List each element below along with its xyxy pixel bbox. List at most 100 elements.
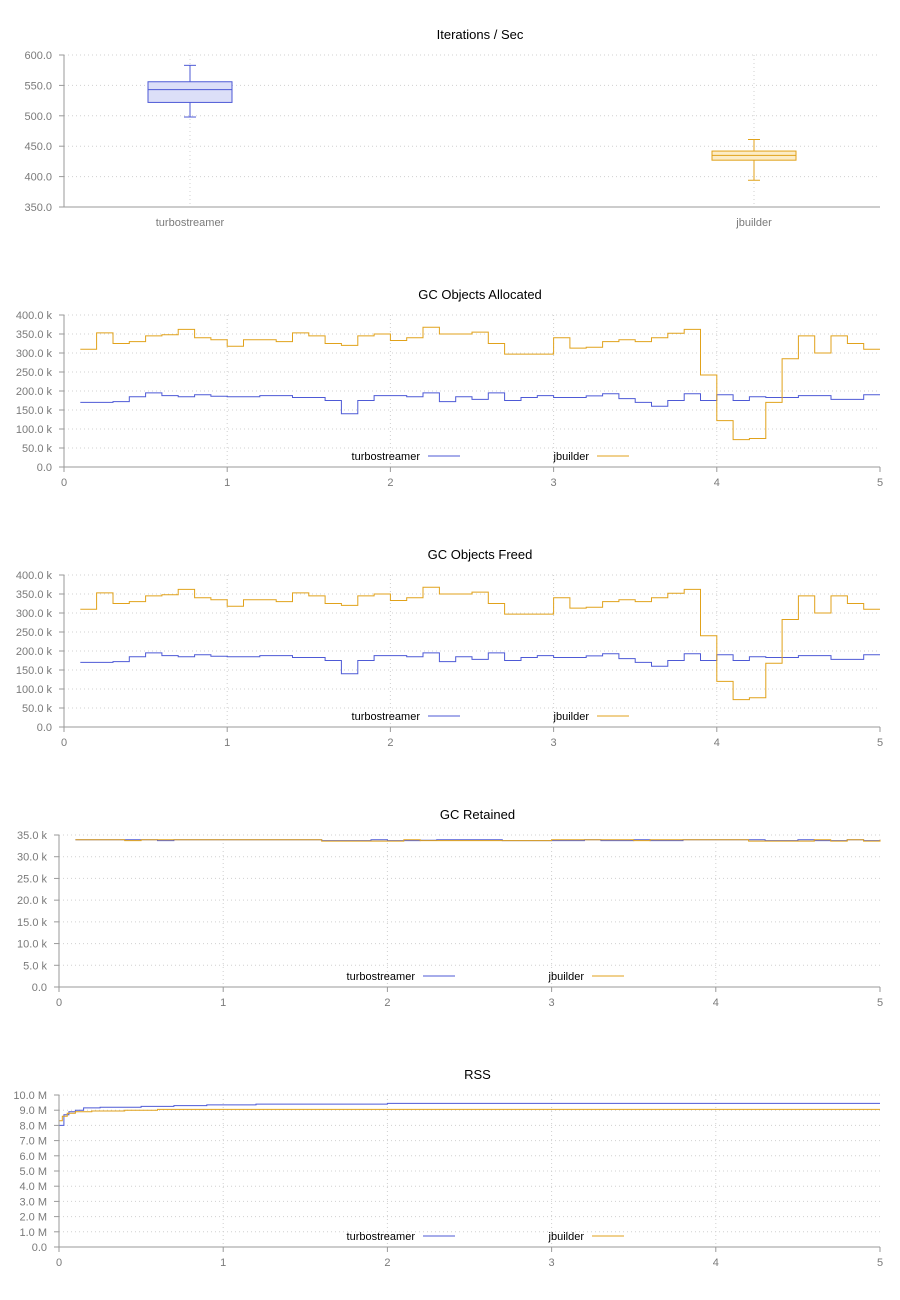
y-tick-label: 25.0 k [17, 873, 47, 885]
y-tick-label: 50.0 k [22, 443, 52, 455]
series-line-jbuilder [59, 1108, 880, 1122]
y-tick-label: 150.0 k [16, 665, 53, 677]
x-tick-label: 2 [384, 1257, 390, 1269]
x-tick-label: 3 [551, 477, 557, 489]
series-line-turbostreamer [59, 1102, 880, 1126]
plot-group: RSS 0.0 1.0 M 2.0 M 3.0 M 4.0 M 5.0 M 6.0 M 7.0 … [13, 1067, 883, 1269]
y-tick-label: 350.0 [24, 202, 52, 214]
y-tick-label: 100.0 k [16, 424, 53, 436]
x-tick-label: 4 [714, 737, 720, 749]
chart-svg: Iterations / Sec 350.0 400.0 450.0 500.0 550.… [24, 27, 880, 229]
y-tick-label: 3.0 M [19, 1196, 47, 1208]
chart-svg: GC Objects Allocated 0.0 50.0 k 100.0 k 150.… [16, 287, 883, 489]
y-tick-label: 350.0 k [16, 329, 53, 341]
legend-label-turbostreamer: turbostreamer [352, 711, 421, 723]
y-tick-label: 250.0 k [16, 367, 53, 379]
x-tick-label: 3 [549, 997, 555, 1009]
y-tick-label: 10.0 k [17, 939, 47, 951]
x-tick-label: 3 [551, 737, 557, 749]
y-tick-label: 200.0 k [16, 646, 53, 658]
legend-label-jbuilder: jbuilder [553, 451, 590, 463]
box-rect-turbostreamer [147, 81, 233, 103]
y-tick-label: 7.0 M [19, 1136, 47, 1148]
y-tick-label: 5.0 k [23, 960, 47, 972]
category-label: turbostreamer [156, 217, 225, 229]
x-tick-label: 0 [56, 997, 62, 1009]
chart-title: GC Objects Allocated [418, 287, 542, 302]
x-tick-label: 5 [877, 1257, 883, 1269]
y-tick-label: 8.0 M [19, 1120, 47, 1132]
y-tick-label: 0.0 [37, 462, 52, 474]
y-tick-label: 500.0 [24, 111, 52, 123]
legend-label-jbuilder: jbuilder [548, 971, 585, 983]
legend-label-jbuilder: jbuilder [553, 711, 590, 723]
series-line-jbuilder [80, 586, 880, 701]
x-tick-label: 5 [877, 737, 883, 749]
chart-iterations-per-sec: Iterations / Sec 350.0 400.0 450.0 500.0 550.… [0, 0, 900, 260]
y-tick-label: 450.0 [24, 141, 52, 153]
chart-svg: GC Retained 0.0 5.0 k 10.0 k 15.0 k 20.0 k 25.… [17, 807, 883, 1009]
y-tick-label: 20.0 k [17, 895, 47, 907]
y-tick-label: 0.0 [32, 1242, 47, 1254]
y-tick-label: 250.0 k [16, 627, 53, 639]
y-tick-label: 100.0 k [16, 684, 53, 696]
x-tick-label: 1 [224, 737, 230, 749]
x-tick-label: 5 [877, 477, 883, 489]
x-tick-label: 4 [713, 1257, 719, 1269]
y-tick-label: 550.0 [24, 80, 52, 92]
y-tick-label: 2.0 M [19, 1212, 47, 1224]
series-line-jbuilder [80, 326, 880, 441]
plot-group: Iterations / Sec 350.0 400.0 450.0 500.0 550.… [24, 27, 880, 229]
chart-title: RSS [464, 1067, 491, 1082]
y-tick-label: 35.0 k [17, 830, 47, 842]
y-tick-label: 5.0 M [19, 1166, 47, 1178]
x-tick-label: 1 [220, 997, 226, 1009]
legend-label-jbuilder: jbuilder [548, 1231, 585, 1243]
category-label: jbuilder [735, 217, 772, 229]
y-tick-label: 4.0 M [19, 1181, 47, 1193]
x-tick-label: 2 [384, 997, 390, 1009]
y-tick-label: 10.0 M [13, 1090, 47, 1102]
x-tick-label: 3 [549, 1257, 555, 1269]
series-line-turbostreamer [80, 652, 880, 675]
x-tick-label: 1 [220, 1257, 226, 1269]
x-tick-label: 4 [714, 477, 720, 489]
y-tick-label: 6.0 M [19, 1151, 47, 1163]
y-tick-label: 0.0 [37, 722, 52, 734]
x-tick-label: 2 [387, 477, 393, 489]
chart-gc-retained: GC Retained 0.0 5.0 k 10.0 k 15.0 k 20.0 k 25.… [0, 780, 900, 1040]
chart-title: GC Retained [440, 807, 515, 822]
y-tick-label: 200.0 k [16, 386, 53, 398]
x-tick-label: 1 [224, 477, 230, 489]
x-tick-label: 0 [61, 737, 67, 749]
y-tick-label: 150.0 k [16, 405, 53, 417]
series-line-turbostreamer [80, 392, 880, 415]
y-tick-label: 400.0 k [16, 310, 53, 322]
legend-label-turbostreamer: turbostreamer [347, 1231, 416, 1243]
y-tick-label: 350.0 k [16, 589, 53, 601]
chart-svg: GC Objects Freed 0.0 50.0 k 100.0 k 150.0 k 2… [16, 547, 883, 749]
y-tick-label: 0.0 [32, 982, 47, 994]
x-tick-label: 4 [713, 997, 719, 1009]
chart-title: Iterations / Sec [437, 27, 524, 42]
series-line-jbuilder [75, 839, 881, 842]
chart-title: GC Objects Freed [428, 547, 533, 562]
chart-gc-objects-allocated: GC Objects Allocated 0.0 50.0 k 100.0 k 150.… [0, 260, 900, 520]
y-tick-label: 300.0 k [16, 608, 53, 620]
y-tick-label: 400.0 k [16, 570, 53, 582]
y-tick-label: 15.0 k [17, 917, 47, 929]
x-tick-label: 2 [387, 737, 393, 749]
y-tick-label: 300.0 k [16, 348, 53, 360]
y-tick-label: 1.0 M [19, 1227, 47, 1239]
plot-group: GC Objects Freed 0.0 50.0 k 100.0 k 150.0 k 2… [16, 547, 883, 749]
chart-gc-objects-freed: GC Objects Freed 0.0 50.0 k 100.0 k 150.0 k 2… [0, 520, 900, 780]
y-tick-label: 400.0 [24, 172, 52, 184]
x-tick-label: 0 [61, 477, 67, 489]
y-tick-label: 600.0 [24, 50, 52, 62]
plot-group: GC Retained 0.0 5.0 k 10.0 k 15.0 k 20.0 k 25.… [17, 807, 883, 1009]
x-tick-label: 5 [877, 997, 883, 1009]
y-tick-label: 50.0 k [22, 703, 52, 715]
legend-label-turbostreamer: turbostreamer [347, 971, 416, 983]
y-tick-label: 30.0 k [17, 852, 47, 864]
